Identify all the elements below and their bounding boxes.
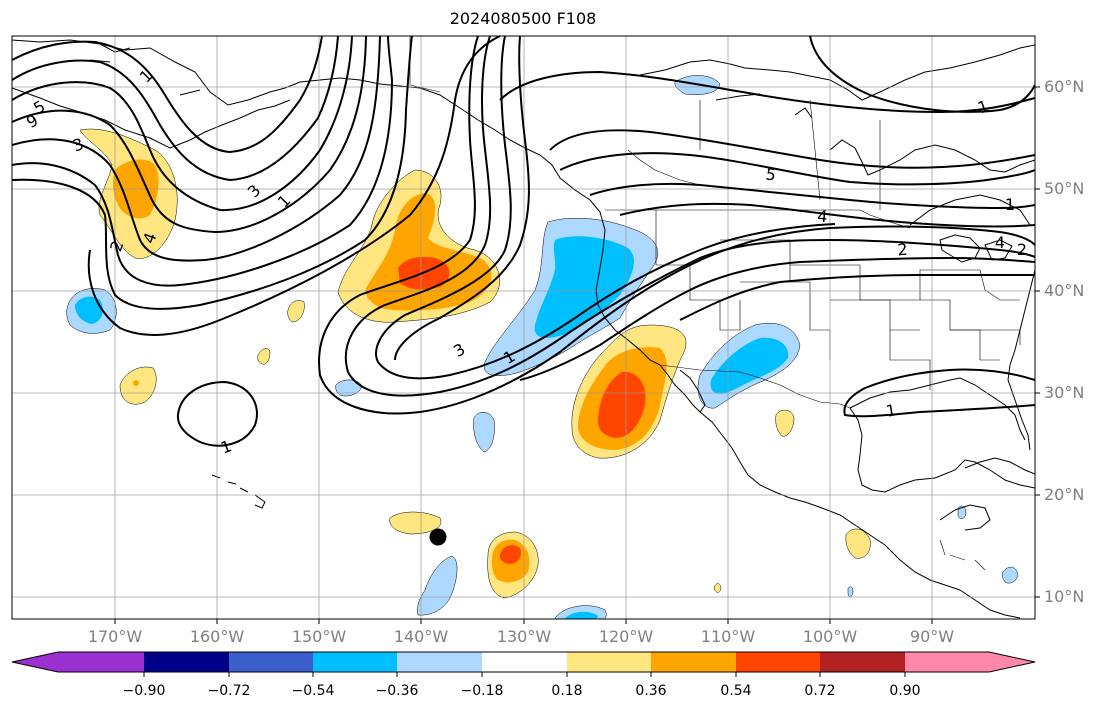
colorbar: [11, 651, 1036, 677]
colorbar-tick-label: −0.72: [207, 683, 251, 699]
colorbar-tick-label: −0.90: [122, 683, 166, 699]
aleutian-islands: [12, 87, 291, 149]
lat-label-30n: 30°N: [1044, 383, 1085, 402]
lat-label-40n: 40°N: [1044, 281, 1085, 300]
colorbar-bin: [313, 652, 397, 672]
contour-trough-1: [318, 36, 1035, 415]
colorbar-extend-low: [12, 652, 58, 672]
contour-small-loop: [176, 380, 258, 447]
contour-label: 1: [1005, 195, 1015, 214]
contour-label: 2: [1017, 240, 1027, 259]
negative-anomaly-shading: [66, 75, 1019, 619]
colorbar-tick-label: −0.54: [291, 683, 335, 699]
storm-position-dot: [429, 528, 447, 546]
baja-california: [659, 364, 706, 413]
yucatan: [939, 504, 991, 531]
contour-ridge-1: [12, 36, 323, 154]
colorbar-bin: [905, 652, 989, 672]
colorbar-tick-label: 0.18: [551, 683, 583, 699]
colorbar-tick-label: 0.90: [889, 683, 921, 699]
gulf-coast: [849, 407, 1035, 493]
colorbar-tick-label: 0.72: [804, 683, 836, 699]
lat-label-10n: 10°N: [1044, 587, 1085, 606]
colorbar-tick-label: 0.36: [635, 683, 667, 699]
north-coast: [639, 44, 1035, 101]
hudson-bay: [829, 139, 1035, 176]
axis-ticks: [114, 86, 1040, 624]
colorbar-bin: [58, 652, 144, 672]
colorbar-bin: [736, 652, 820, 672]
colorbar-bin: [820, 652, 905, 672]
lon-label-90w: 90°W: [909, 627, 955, 646]
colorbar-tick-label: 0.54: [720, 683, 752, 699]
colorbar-tick-label: −0.18: [460, 683, 504, 699]
lon-label-120w: 120°W: [598, 627, 654, 646]
lon-label-150w: 150°W: [291, 627, 347, 646]
colorbar-bin: [482, 652, 567, 672]
alaska-coast: [12, 39, 601, 213]
gridlines: [12, 36, 1035, 619]
colorbar-bin: [651, 652, 736, 672]
contour-lines: [12, 36, 1035, 447]
contour-ne-loop: [809, 36, 1035, 113]
colorbar-bin: [144, 652, 229, 672]
us-mexico-border: [659, 364, 851, 409]
contour-label: 2: [897, 240, 909, 260]
colorbar-bin: [567, 652, 651, 672]
lon-label-130w: 130°W: [496, 627, 552, 646]
contour-left-ring: [87, 36, 501, 336]
colorbar-bin: [229, 652, 313, 672]
contour-label: 5: [764, 164, 777, 184]
colorbar-outline: [11, 651, 1036, 673]
lon-label-170w: 170°W: [87, 627, 143, 646]
lat-label-20n: 20°N: [1044, 485, 1085, 504]
political-borders: [409, 36, 1021, 571]
colorbar-tick-label: −0.36: [375, 683, 419, 699]
coastlines: [12, 39, 1035, 619]
contour-label: 1: [884, 400, 897, 420]
lon-label-140w: 140°W: [393, 627, 449, 646]
lat-label-50n: 50°N: [1044, 179, 1085, 198]
lon-label-100w: 100°W: [802, 627, 858, 646]
colorbar-bin: [397, 652, 482, 672]
lat-label-60n: 60°N: [1044, 77, 1085, 96]
map-area: 1 2 3 4 5 9 1 3 1 1 2 4 5 4 2 1 1 3 1: [12, 36, 1035, 619]
contour-label: 4: [817, 207, 829, 227]
mexico-pacific-coast: [699, 411, 961, 591]
map-title: 2024080500 F108: [449, 9, 597, 28]
lon-label-160w: 160°W: [189, 627, 245, 646]
lon-label-110w: 110°W: [700, 627, 756, 646]
contour-label: 4: [995, 233, 1005, 252]
positive-anomaly-shading: [79, 128, 871, 599]
colorbar-extend-high: [989, 652, 1035, 672]
hawaii: [211, 474, 266, 509]
labrador-coast: [909, 194, 1031, 226]
